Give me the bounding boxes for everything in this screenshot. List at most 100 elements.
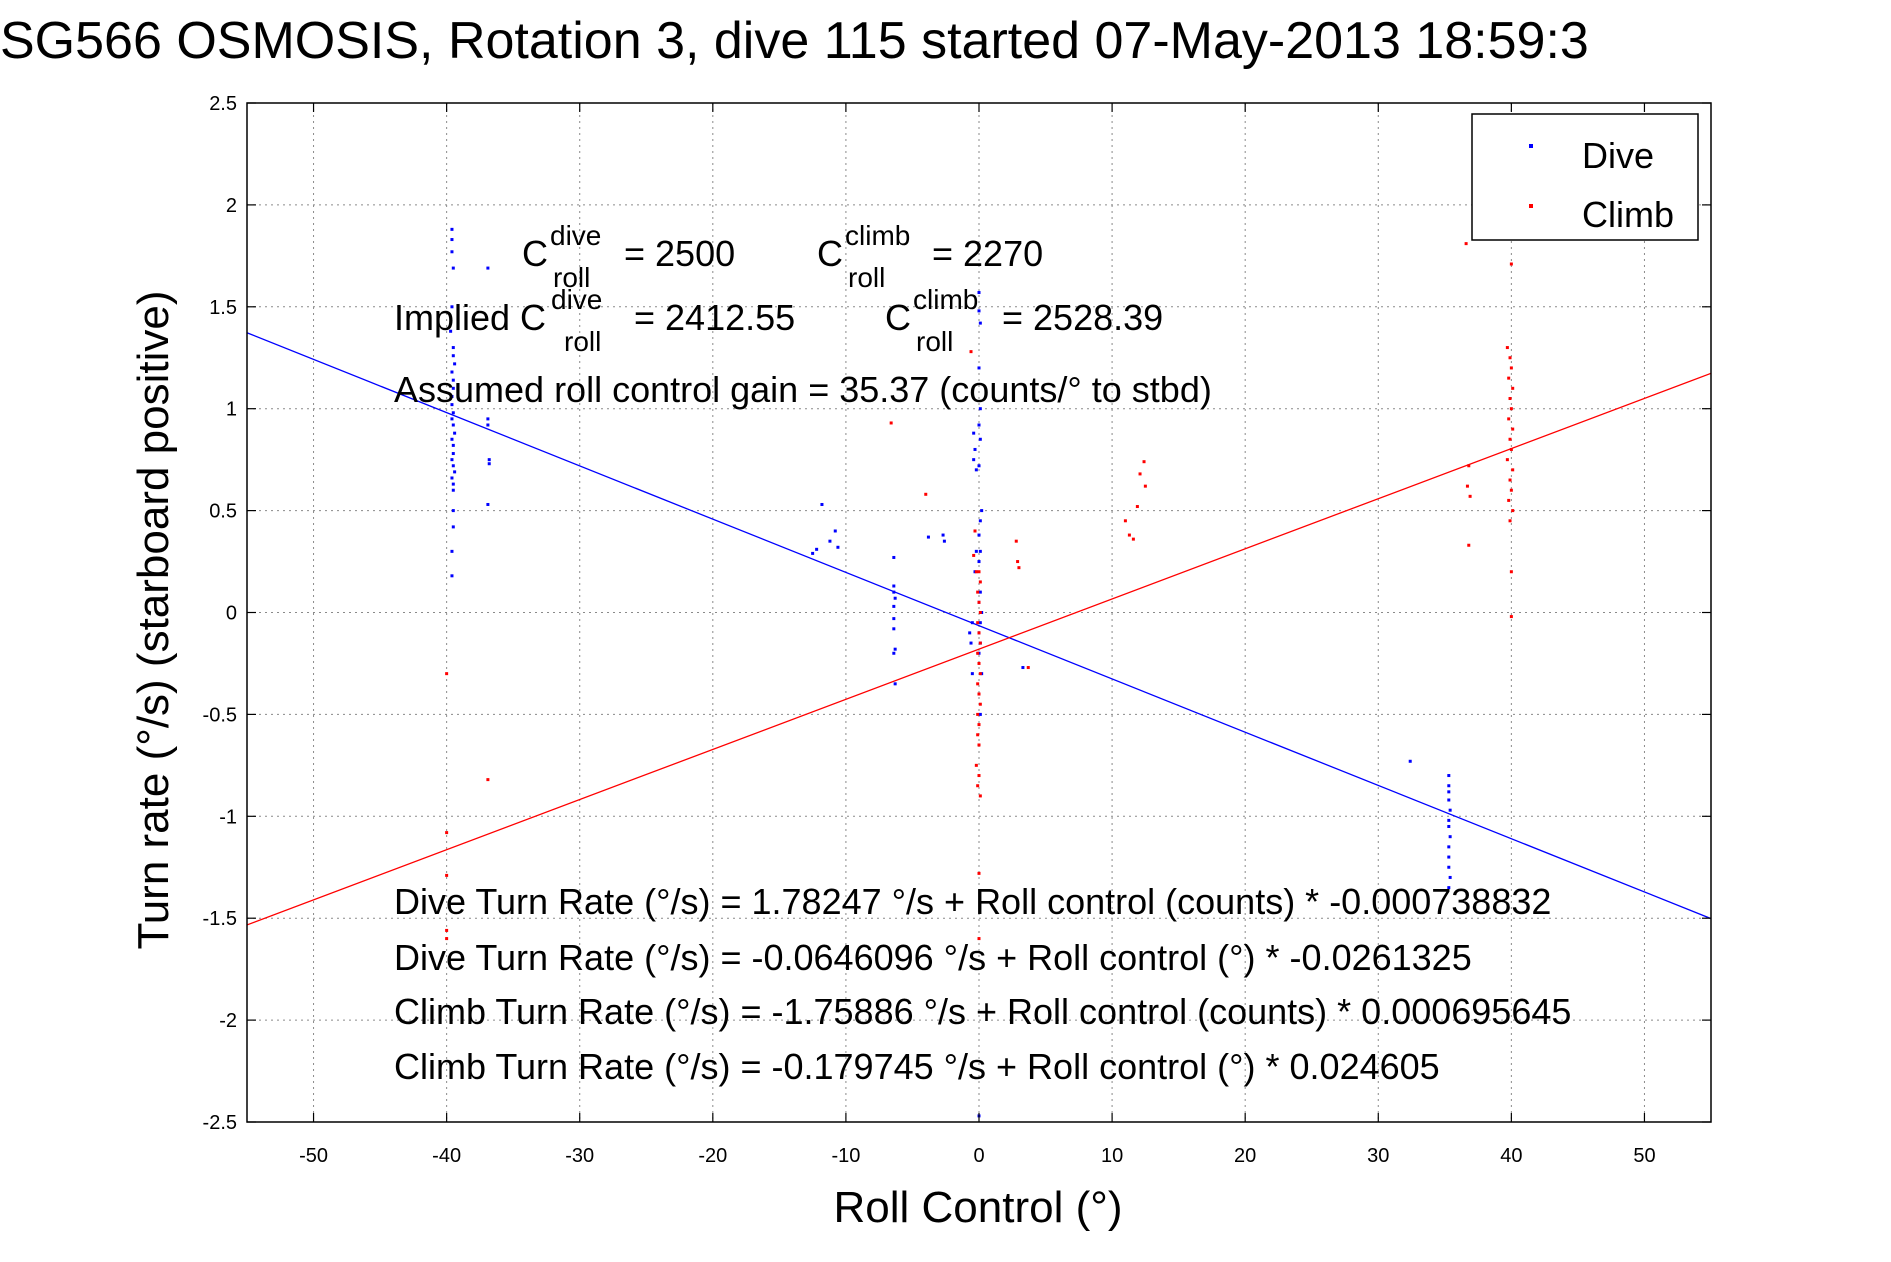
dive-point [487,462,491,466]
dive-point [451,411,455,415]
dive-point [486,423,490,427]
dive-point [892,590,896,594]
dive-point [1447,774,1451,778]
dive-point [974,549,978,553]
y-tick-label: 1.5 [209,297,237,319]
climb-point [445,937,449,941]
svg-text:roll: roll [553,262,590,293]
dive-point [974,468,978,472]
dive-point [828,539,832,543]
climb-fit-line [247,372,1711,926]
x-tick-label: -30 [565,1145,594,1167]
svg-text:C: C [817,233,843,274]
climb-point [978,794,982,798]
climb-point [969,350,973,354]
dive-point [970,672,974,676]
dive-point [978,321,982,325]
climb-point [889,421,893,425]
dive-point [1447,798,1451,802]
x-tick-label: 50 [1633,1145,1655,1167]
climb-point [978,641,982,645]
dive-point [1447,865,1451,869]
climb-point [977,774,981,778]
dive-point [450,458,454,462]
climb-point [1509,488,1513,492]
climb-point [1142,460,1146,464]
dive-point [450,238,454,242]
climb-point [977,871,981,875]
dive-point [1447,855,1451,859]
dive-equation-degrees: Dive Turn Rate (°/s) = -0.0646096 °/s + … [394,937,1472,978]
dive-point [1447,790,1451,794]
dive-point [1447,784,1451,788]
y-tick-label: -2 [219,1010,237,1032]
dive-point [978,712,982,716]
dive-point [450,227,454,231]
climb-point [1511,427,1515,431]
svg-text:Implied C: Implied C [394,297,546,338]
climb-point [974,570,978,574]
dive-point [451,354,455,358]
climb-point [976,733,980,737]
dive-point [892,617,896,621]
dive-point [893,682,897,686]
dive-point [815,547,819,551]
x-tick-label: -40 [432,1145,461,1167]
climb-point [977,631,981,635]
climb-point [1511,468,1515,472]
dive-point [1448,835,1452,839]
climb-point [977,723,981,727]
dive-point [978,437,982,441]
climb-point [972,553,976,557]
climb-point [978,580,982,584]
climb-point [978,611,982,614]
dive-point [977,560,981,564]
y-tick-label: 0 [226,603,237,625]
dive-point [811,551,815,555]
dive-point [451,482,455,486]
dive-point [450,476,454,480]
dive-point [820,502,824,506]
dive-point [450,403,454,407]
climb-point [1143,484,1147,488]
climb-point [973,529,977,533]
dive-point [978,549,982,553]
dive-point [941,533,945,537]
climb-point [924,492,928,496]
climb-point [445,873,449,877]
climb-point [486,778,490,782]
climb-point [1508,397,1512,401]
climb-point [1138,472,1142,476]
dive-point [926,535,930,539]
roll-gain-annotation: Assumed roll control gain = 35.37 (count… [394,369,1212,410]
climb-point [977,692,981,696]
dive-point [451,452,455,456]
climb-point [1509,366,1513,370]
c-roll-climb-annotation: C climb roll = 2270 [817,220,1043,293]
svg-text:C: C [522,233,548,274]
dive-point [978,407,982,411]
climb-point [1508,519,1512,523]
climb-point [1131,537,1135,541]
dive-point [453,362,457,366]
climb-point [1508,478,1512,482]
dive-point [451,423,455,427]
dive-point [450,394,454,398]
svg-text:= 2270: = 2270 [932,233,1043,274]
dive-point [893,647,897,651]
implied-c-roll-climb-annotation: C climb roll = 2528.39 [885,284,1163,357]
legend-climb-label: Climb [1582,194,1674,235]
dive-point [892,651,896,655]
climb-point [1511,386,1515,390]
climb-point [1511,509,1515,513]
climb-equation-counts: Climb Turn Rate (°/s) = -1.75886 °/s + R… [394,991,1571,1032]
climb-point [976,590,980,594]
svg-text:dive: dive [550,220,601,251]
x-axis-label: Roll Control (°) [834,1183,1123,1232]
dive-point [451,509,455,513]
climb-point [1123,519,1127,523]
fit-lines [247,332,1711,926]
climb-point [1509,407,1513,411]
dive-point [451,488,455,492]
climb-point [1507,376,1511,380]
